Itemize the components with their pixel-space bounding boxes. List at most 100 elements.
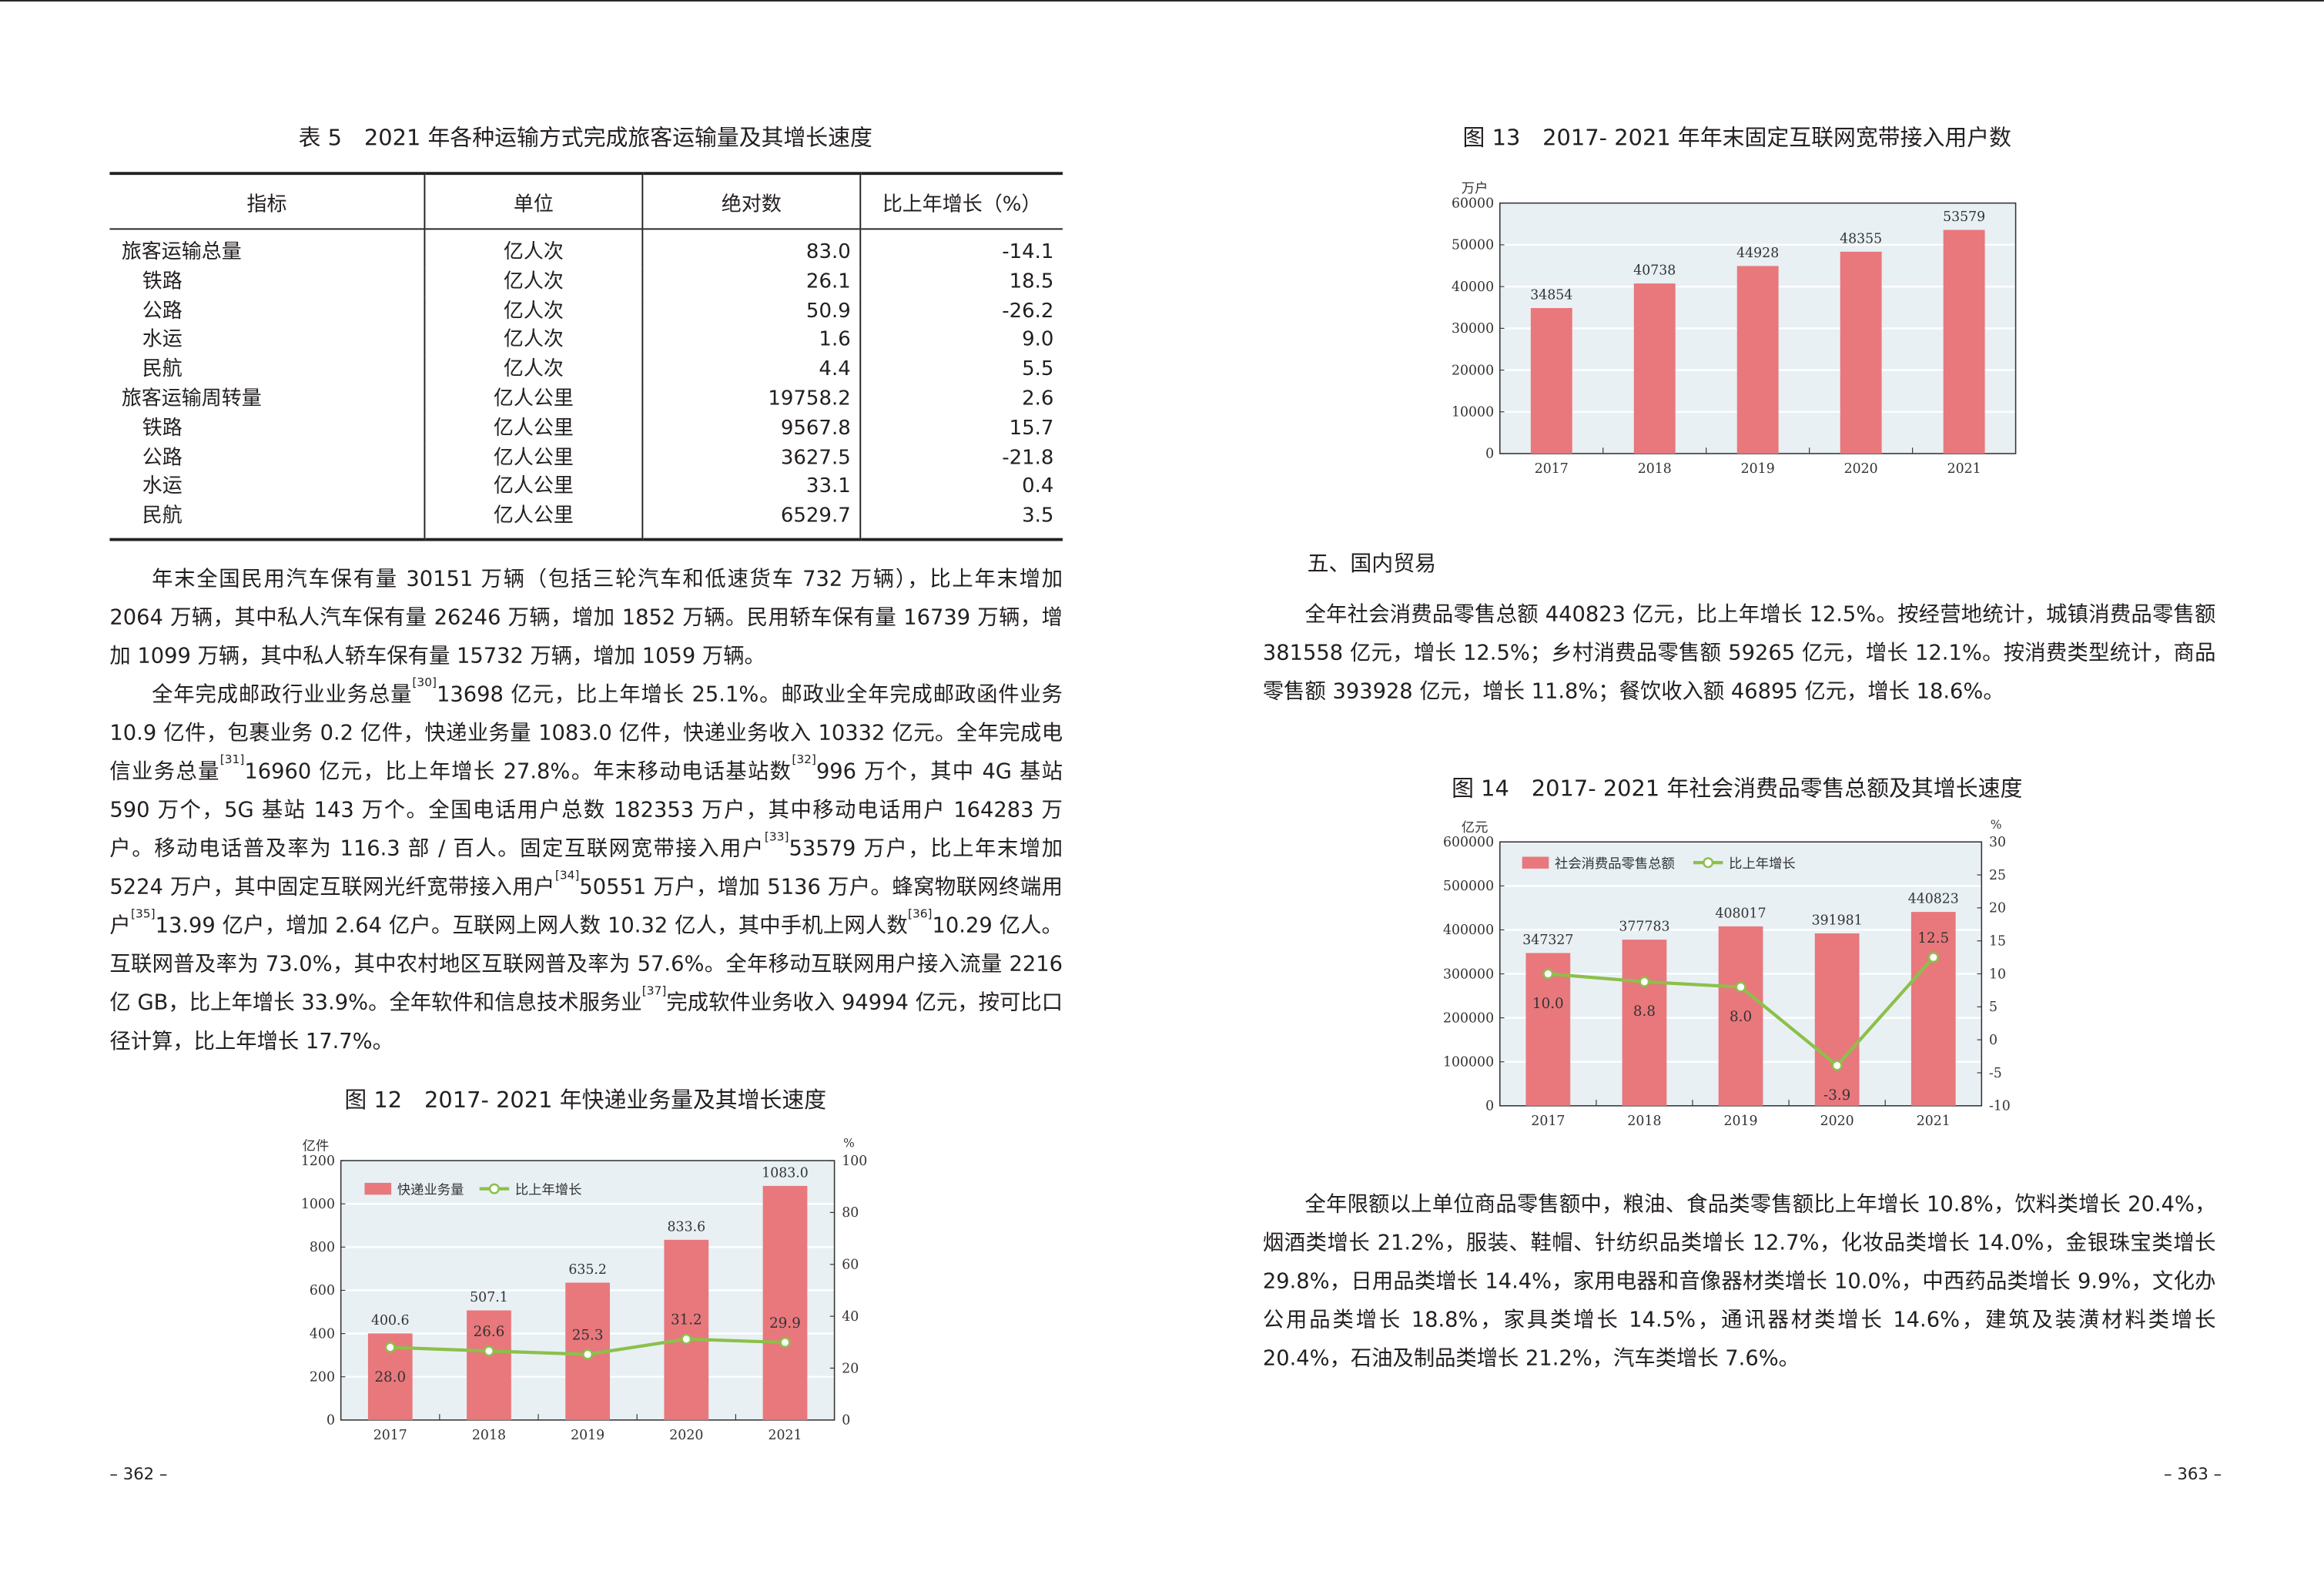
x-tick-label: 2017: [1531, 1114, 1565, 1129]
y2-tick-label: 80: [842, 1205, 859, 1221]
growth-label: 10.0: [1532, 996, 1564, 1012]
text-run: 16960 亿元，比上年增长 27.8%。年末移动电话基站数: [244, 760, 792, 785]
table-row: 民航 亿人次 4.4 5.5: [109, 356, 1063, 386]
text-run: 全年社会消费品零售总额 440823 亿元，比上年增长 12.5%。按经营地统计…: [1262, 603, 2216, 705]
y2-tick-label: 20: [842, 1361, 859, 1376]
page-number-right: – 363 –: [2164, 1464, 2222, 1484]
y-tick-label: 0: [1485, 1099, 1494, 1114]
cell-name: 旅客运输周转量: [121, 387, 262, 411]
bar-value-label: 48355: [1840, 231, 1882, 246]
y-tick-label: 400000: [1443, 923, 1494, 938]
transport-table: 指标 单位 绝对数 比上年增长（%） 旅客运输总量 亿人次 83.0 -14.1 铁路亿…: [109, 172, 1063, 541]
y2-tick-label: 10: [1989, 967, 2006, 982]
cell-growth: 0.4: [859, 473, 1063, 503]
x-tick-label: 2020: [1844, 461, 1878, 477]
bar-value-label: 408017: [1716, 906, 1766, 921]
x-tick-label: 2019: [1724, 1114, 1758, 1129]
x-tick-label: 2018: [1638, 461, 1672, 477]
text-run: 完成软件业务收入 94994 亿元，按可比口径计算，比上年增长 17.7%。: [109, 991, 1063, 1054]
x-tick-label: 2018: [1627, 1114, 1661, 1129]
text-run: 13698 亿元，比上年增长 25.1%。邮政业全年完成邮政函件业务 10.9 …: [109, 683, 1063, 785]
bar: [1840, 251, 1882, 454]
y-tick-label: 0: [326, 1413, 335, 1429]
text-run: 10.29 亿人。互联网普及率为 73.0%，其中农村地区互联网普及率为 57.…: [109, 914, 1063, 1016]
table-title: 表 5 2021 年各种运输方式完成旅客运输量及其增长速度: [298, 124, 872, 152]
cell-growth: -14.1: [859, 229, 1063, 268]
growth-label: 29.9: [769, 1315, 801, 1332]
text-run: 全年限额以上单位商品零售额中，粮油、食品类零售额比上年增长 10.8%，饮料类增…: [1262, 1193, 2216, 1372]
y2-tick-label: 20: [1989, 901, 2006, 916]
cell-name: 民航: [142, 357, 183, 382]
y-axis-unit: 亿件: [303, 1139, 330, 1154]
table-row: 水运 亿人次 1.6 9.0: [109, 327, 1063, 357]
y-tick-label: 600: [310, 1283, 335, 1298]
bar-value-label: 635.2: [568, 1262, 607, 1278]
y-tick-label: 40000: [1452, 280, 1494, 295]
growth-point: [1735, 981, 1746, 993]
bar: [1718, 926, 1763, 1106]
cell-value: 83.0: [641, 229, 861, 268]
growth-point: [1639, 976, 1650, 987]
y-tick-label: 800: [310, 1240, 335, 1255]
growth-point: [1831, 1060, 1843, 1071]
bar-value-label: 40738: [1633, 263, 1676, 279]
y-tick-label: 0: [1485, 447, 1494, 462]
bar-value-label: 391981: [1812, 913, 1863, 928]
paragraph-retail-categories: 全年限额以上单位商品零售额中，粮油、食品类零售额比上年增长 10.8%，饮料类增…: [1263, 1186, 2216, 1379]
y-tick-label: 200: [310, 1369, 335, 1385]
footnote-ref: [35]: [130, 906, 156, 921]
figure-12-title: 图 12 2017- 2021 年快递业务量及其增长速度: [344, 1086, 827, 1114]
cell-value: 26.1: [641, 267, 861, 298]
table-row: 公路 亿人公里 3627.5 -21.8: [109, 444, 1063, 474]
top-border: [0, 0, 2324, 2]
cell-name: 公路: [142, 445, 183, 470]
y-tick-label: 200000: [1443, 1010, 1494, 1026]
cell-growth: 3.5: [859, 502, 1063, 541]
cell-unit: 亿人公里: [424, 444, 643, 474]
footnote-ref: [33]: [764, 829, 789, 844]
cell-unit: 亿人次: [424, 327, 643, 357]
text-run: 年末全国民用汽车保有量 30151 万辆（包括三轮汽车和低速货车 732 万辆）…: [109, 568, 1063, 669]
text-run: 全年完成邮政行业业务总量: [152, 683, 413, 708]
paragraph-vehicles: 年末全国民用汽车保有量 30151 万辆（包括三轮汽车和低速货车 732 万辆）…: [109, 561, 1063, 676]
paragraph-retail: 全年社会消费品零售总额 440823 亿元，比上年增长 12.5%。按经营地统计…: [1263, 596, 2216, 712]
bar: [664, 1239, 709, 1420]
text-run: 50551 万户，增加 5136 万户。蜂窝物联网终端用户: [109, 876, 1063, 939]
x-tick-label: 2021: [1917, 1114, 1951, 1129]
growth-label: 25.3: [572, 1327, 604, 1343]
x-tick-label: 2020: [1820, 1114, 1854, 1129]
table-row: 旅客运输总量 亿人次 83.0 -14.1: [109, 229, 1063, 268]
col-header: 单位: [424, 172, 643, 230]
text-run: 53579 万户，比上年末增加 5224 万户，其中固定互联网光纤宽带接入用户: [109, 837, 1063, 900]
y-tick-label: 20000: [1452, 363, 1494, 378]
bar-value-label: 34854: [1530, 287, 1572, 303]
growth-label: 26.6: [474, 1324, 505, 1340]
bar: [762, 1185, 808, 1420]
section-heading: 五、国内贸易: [1307, 552, 1437, 577]
y2-axis-unit: %: [1991, 818, 2002, 832]
x-tick-label: 2019: [571, 1428, 604, 1443]
legend-line-label: 比上年增长: [1729, 856, 1796, 872]
footnote-ref: [37]: [641, 984, 667, 998]
figure-14-title: 图 14 2017- 2021 年社会消费品零售总额及其增长速度: [1452, 775, 2023, 802]
bar: [1943, 229, 1985, 454]
y-tick-label: 60000: [1452, 196, 1494, 211]
y2-tick-label: 15: [1989, 933, 2006, 949]
cell-value: 9567.8: [641, 414, 861, 444]
growth-label: 31.2: [671, 1312, 702, 1328]
bar-value-label: 1083.0: [762, 1165, 809, 1181]
legend-bar-label: 快递业务量: [397, 1182, 464, 1198]
growth-point: [681, 1333, 692, 1345]
footnote-ref: [32]: [792, 752, 816, 767]
y2-tick-label: 0: [1989, 1033, 1998, 1048]
cell-unit: 亿人次: [424, 229, 643, 268]
bar: [1530, 308, 1572, 454]
bar-value-label: 507.1: [470, 1290, 508, 1305]
cell-unit: 亿人公里: [424, 414, 643, 444]
footnote-ref: [34]: [554, 868, 580, 883]
cell-unit: 亿人公里: [424, 385, 643, 415]
cell-growth: 5.5: [859, 356, 1063, 386]
cell-unit: 亿人次: [424, 267, 643, 298]
